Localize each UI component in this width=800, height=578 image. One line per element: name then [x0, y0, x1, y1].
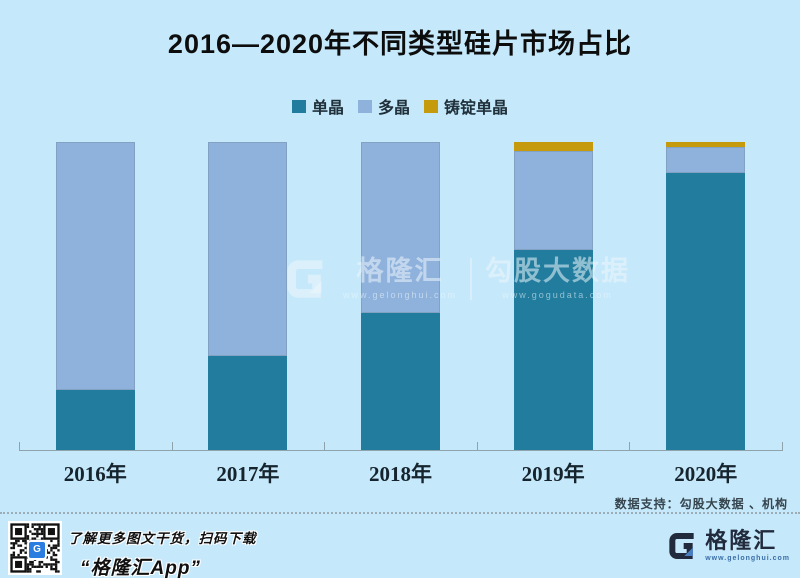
plot-area	[19, 142, 782, 450]
bar-column-2019年	[513, 142, 593, 450]
x-axis-label-2020年: 2020年	[674, 462, 738, 486]
bar-segment-2016年-单晶	[55, 389, 135, 450]
bottom-bar: G 了解更多图文干货，扫码下载 “格隆汇App” 格隆汇 www.gelongh…	[0, 514, 800, 578]
gelonghui-brand-logo: 格隆汇 www.gelonghui.com	[667, 530, 790, 562]
legend-label-multi: 多晶	[377, 100, 410, 117]
bar-segment-2016年-多晶	[55, 142, 135, 390]
bar-segment-2019年-多晶	[513, 151, 593, 250]
bar-segment-2017年-单晶	[208, 356, 288, 450]
chart-title: 2016—2020年不同类型硅片市场占比	[167, 29, 633, 59]
bar-segment-2019年-铸锭单晶	[513, 142, 593, 152]
chart-legend: 单晶 多晶 铸锭单晶	[0, 94, 800, 118]
legend-item-multi: 多晶	[357, 94, 410, 118]
x-axis-label-2016年: 2016年	[63, 462, 127, 486]
bar-segment-2018年-多晶	[361, 142, 440, 313]
bar-segment-2020年-多晶	[666, 146, 746, 173]
promo-text-block: 了解更多图文干货，扫码下载 “格隆汇App”	[68, 527, 257, 578]
legend-swatch-multi-icon	[357, 99, 372, 113]
x-axis-tick	[629, 442, 631, 450]
qr-center-logo-icon: G	[27, 540, 47, 560]
x-axis-label-2019年: 2019年	[521, 462, 585, 486]
bar-column-2017年	[208, 142, 288, 450]
data-source-note: 数据支持：勾股大数据 、机构	[614, 497, 788, 511]
legend-swatch-mono-icon	[291, 99, 306, 113]
dotted-divider	[0, 512, 800, 514]
qr-code: G	[8, 521, 62, 575]
promo-line2: “格隆汇App”	[80, 558, 201, 578]
brand-name: 格隆汇	[705, 528, 778, 553]
bar-column-2016年	[55, 142, 135, 450]
bar-column-2020年	[666, 142, 746, 450]
promo-line1: 了解更多图文干货，扫码下载	[68, 531, 257, 546]
brand-text-block: 格隆汇 www.gelonghui.com	[705, 528, 790, 563]
bar-column-2018年	[361, 142, 440, 450]
x-axis-label-2017年: 2017年	[216, 462, 280, 486]
bar-segment-2020年-铸锭单晶	[666, 142, 746, 147]
bar-segment-2020年-单晶	[666, 172, 746, 450]
x-axis-tick	[782, 442, 783, 450]
legend-label-mono: 单晶	[311, 100, 344, 117]
legend-label-cast-mono: 铸锭单晶	[444, 100, 509, 117]
x-axis-tick	[324, 442, 326, 450]
legend-swatch-cast-mono-icon	[424, 99, 438, 113]
bar-segment-2017年-多晶	[208, 142, 288, 357]
gelonghui-logo-g-icon	[669, 533, 694, 559]
bar-segment-2018年-单晶	[361, 312, 440, 450]
legend-item-mono: 单晶	[291, 94, 344, 118]
legend-item-cast-mono: 铸锭单晶	[424, 94, 508, 118]
x-axis-tick	[19, 442, 20, 450]
x-axis-tick	[476, 442, 478, 450]
x-axis-tick	[171, 442, 173, 450]
x-axis-line	[19, 450, 783, 451]
x-axis-label-2018年: 2018年	[369, 462, 432, 486]
brand-url: www.gelonghui.com	[705, 555, 790, 562]
bar-segment-2019年-单晶	[513, 249, 593, 450]
